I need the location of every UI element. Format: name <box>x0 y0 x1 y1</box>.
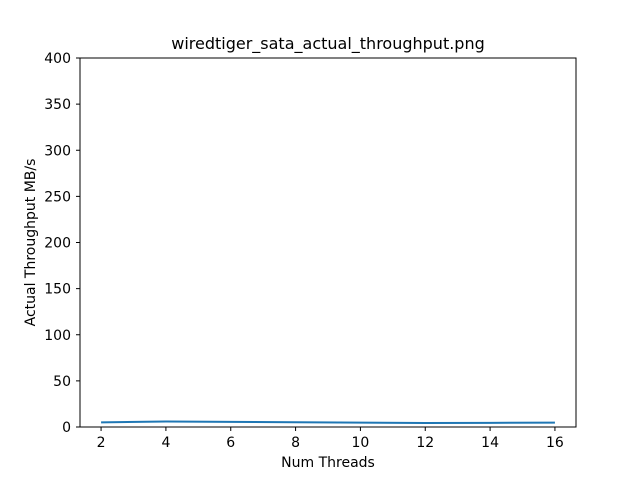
x-tick-label: 2 <box>97 435 106 451</box>
x-tick-label: 6 <box>226 435 235 451</box>
y-tick-label: 0 <box>62 420 71 436</box>
y-tick-label: 150 <box>44 282 71 298</box>
x-tick-label: 4 <box>161 435 170 451</box>
y-tick-label: 300 <box>44 143 71 159</box>
y-tick-label: 200 <box>44 236 71 252</box>
y-axis-ticks: 0 50 100 150 200 250 300 350 400 <box>44 51 80 436</box>
x-axis-ticks: 2 4 6 8 10 12 14 16 <box>97 427 564 451</box>
y-tick-label: 50 <box>53 374 71 390</box>
y-tick-label: 350 <box>44 97 71 113</box>
series-layer <box>101 420 555 425</box>
y-tick-label: 250 <box>44 189 71 205</box>
x-tick-label: 12 <box>416 435 434 451</box>
x-tick-label: 14 <box>481 435 499 451</box>
y-axis-label: Actual Throughput MB/s <box>23 159 39 327</box>
series-line-0 <box>101 420 555 425</box>
plot-frame <box>79 57 577 428</box>
x-tick-label: 16 <box>546 435 564 451</box>
x-tick-label: 8 <box>291 435 300 451</box>
chart-title: wiredtiger_sata_actual_throughput.png <box>171 34 485 54</box>
x-tick-label: 10 <box>352 435 370 451</box>
x-axis-label: Num Threads <box>281 455 375 471</box>
y-tick-label: 400 <box>44 51 71 67</box>
y-tick-label: 100 <box>44 328 71 344</box>
